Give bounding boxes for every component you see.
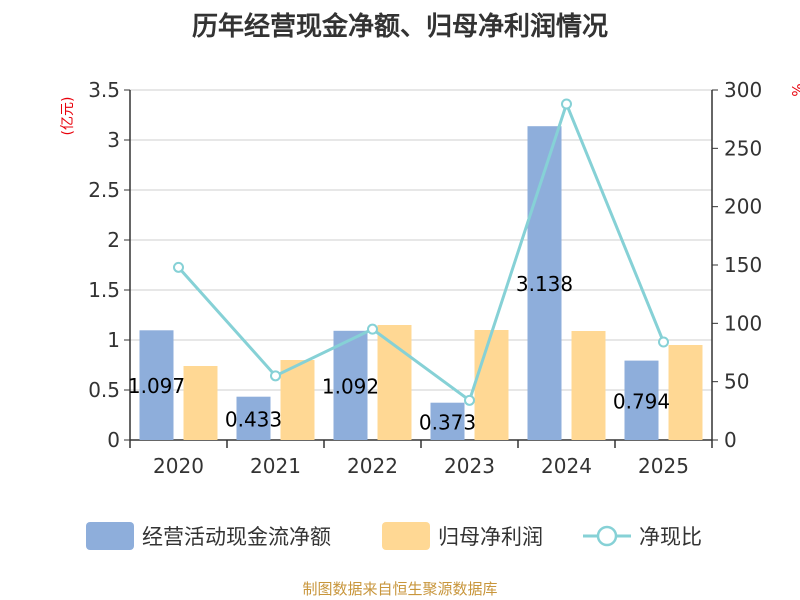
bar-data-label: 0.433	[225, 407, 282, 431]
bar	[139, 330, 174, 440]
bar	[527, 126, 562, 440]
series-line	[177, 99, 665, 403]
line-point	[173, 261, 184, 273]
line-point	[658, 336, 669, 348]
x-tick-label: 2022	[347, 454, 398, 478]
right-tick-label: 250	[724, 136, 762, 160]
left-tick-label: 0.5	[88, 378, 120, 402]
right-tick-label: 50	[724, 370, 749, 394]
bar	[236, 396, 271, 440]
left-tick-label: 3	[107, 128, 120, 152]
bar	[280, 360, 315, 440]
bar	[668, 345, 703, 440]
x-tick-label: 2023	[444, 454, 495, 478]
bar	[624, 360, 659, 440]
bar	[183, 366, 218, 440]
bar	[430, 402, 465, 440]
line-point	[367, 323, 378, 335]
bar-data-label: 0.373	[419, 410, 476, 434]
right-tick-label: 100	[724, 311, 762, 335]
bar-data-label: 3.138	[516, 272, 573, 296]
bar	[377, 325, 412, 440]
right-tick-label: 150	[724, 253, 762, 277]
bar	[474, 330, 509, 440]
y-right-unit-label: %	[788, 83, 800, 96]
legend-marker	[596, 525, 618, 547]
bar	[571, 331, 606, 440]
bar	[333, 330, 368, 440]
legend-label: 净现比	[639, 525, 702, 549]
legend-label: 经营活动现金流净额	[142, 525, 331, 549]
bar-data-label: 1.092	[322, 374, 379, 398]
bar-data-label: 0.794	[613, 389, 670, 413]
y-left-unit-label: (亿元)	[60, 97, 76, 136]
x-tick-label: 2024	[541, 454, 592, 478]
chart-title: 历年经营现金净额、归母净利润情况	[191, 12, 608, 42]
left-tick-label: 0	[107, 428, 120, 452]
legend-swatch	[382, 522, 430, 550]
right-tick-label: 0	[724, 428, 737, 452]
line-point	[464, 394, 475, 406]
legend-label: 归母净利润	[438, 525, 543, 549]
source-note: 制图数据来自恒生聚源数据库	[302, 580, 498, 598]
line-point	[270, 370, 281, 382]
legend-swatch	[86, 522, 134, 550]
right-tick-label: 300	[724, 78, 762, 102]
x-tick-label: 2021	[250, 454, 301, 478]
line-point	[561, 98, 572, 110]
right-tick-label: 200	[724, 195, 762, 219]
left-tick-label: 1	[107, 328, 120, 352]
x-tick-label: 2025	[638, 454, 689, 478]
left-tick-label: 2.5	[88, 178, 120, 202]
bar-data-label: 1.097	[128, 374, 185, 398]
left-tick-label: 1.5	[88, 278, 120, 302]
left-tick-label: 2	[107, 228, 120, 252]
left-tick-label: 3.5	[88, 78, 120, 102]
x-tick-label: 2020	[153, 454, 204, 478]
